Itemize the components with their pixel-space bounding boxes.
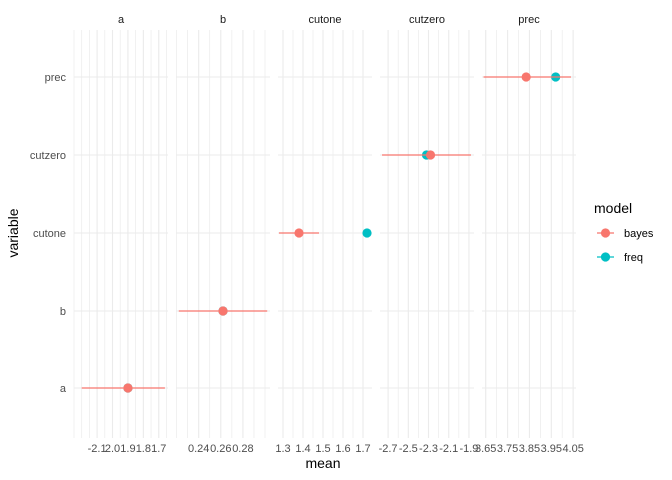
x-tick-label: 1.6 <box>335 443 350 455</box>
legend-key-point <box>600 252 611 262</box>
y-tick-label-cutone: cutone <box>33 228 66 240</box>
x-tick-label: 1.4 <box>295 443 310 455</box>
x-tick-label: 1.7 <box>355 443 370 455</box>
x-tick-label: 2.0 <box>105 443 120 455</box>
facet-strip-cutone: cutone <box>308 14 341 26</box>
x-tick-label: 1.5 <box>315 443 330 455</box>
x-tick-label: -2.1 <box>439 443 458 455</box>
legend-entry-bayes: bayes <box>597 228 654 240</box>
facet-strip-a: a <box>118 14 125 26</box>
facet-panel-b: b 0.24 0.26 0.28 <box>176 14 270 455</box>
x-tick-label: -2.7 <box>379 443 398 455</box>
x-tick-label: -1.9 <box>459 443 478 455</box>
y-axis-title: variable <box>5 208 21 257</box>
legend-key-point <box>600 228 611 238</box>
point-bayes-prec <box>521 72 531 82</box>
facet-strip-cutzero: cutzero <box>409 14 445 26</box>
x-tick-label: 4.05 <box>562 443 583 455</box>
facet-panel-prec: prec 3.65 3.75 3.85 3.95 4.05 <box>475 14 584 455</box>
facet-panel-a: a -2.12.0 1.9 1.8 1.7 <box>73 14 168 455</box>
point-bayes-cutzero <box>425 150 436 160</box>
point-bayes-cutone <box>294 228 304 238</box>
x-tick-label: 3.75 <box>497 443 518 455</box>
x-axis-title: mean <box>305 455 340 471</box>
x-tick-label: 3.85 <box>519 443 540 455</box>
point-bayes-a <box>123 383 133 393</box>
x-tick-label: 3.95 <box>541 443 562 455</box>
legend-label-bayes: bayes <box>624 228 654 240</box>
y-tick-label-b: b <box>60 306 66 318</box>
y-tick-label-prec: prec <box>45 72 67 84</box>
legend-label-freq: freq <box>624 252 643 264</box>
point-freq-cutone <box>362 228 372 238</box>
legend-title: model <box>594 200 632 216</box>
x-tick-label: 1.3 <box>275 443 290 455</box>
x-tick-label: 0.24 <box>188 443 209 455</box>
facet-strip-prec: prec <box>518 14 540 26</box>
legend-entry-freq: freq <box>597 252 643 264</box>
x-tick-label: -2.1 <box>88 443 107 455</box>
y-axis-ticks: a b cutone cutzero prec <box>30 72 67 395</box>
x-tick-label: -2.3 <box>419 443 438 455</box>
legend: model bayes freq <box>594 200 654 264</box>
facet-strip-b: b <box>220 14 226 26</box>
facet-panel-cutzero: cutzero -2.7 -2.5 -2.3 -2.1 -1.9 <box>379 14 479 455</box>
y-tick-label-a: a <box>60 383 67 395</box>
x-tick-label: 0.28 <box>232 443 253 455</box>
facet-panel-cutone: cutone 1.3 1.4 1.5 1.6 1.7 <box>275 14 372 455</box>
y-tick-label-cutzero: cutzero <box>30 150 66 162</box>
x-tick-label: 1.7 <box>151 443 166 455</box>
x-tick-label: 0.26 <box>210 443 231 455</box>
x-tick-label: 1.9 <box>120 443 135 455</box>
point-bayes-b <box>218 306 228 316</box>
x-tick-label: -2.5 <box>399 443 418 455</box>
x-tick-label: 1.8 <box>136 443 151 455</box>
x-tick-label: 3.65 <box>475 443 496 455</box>
